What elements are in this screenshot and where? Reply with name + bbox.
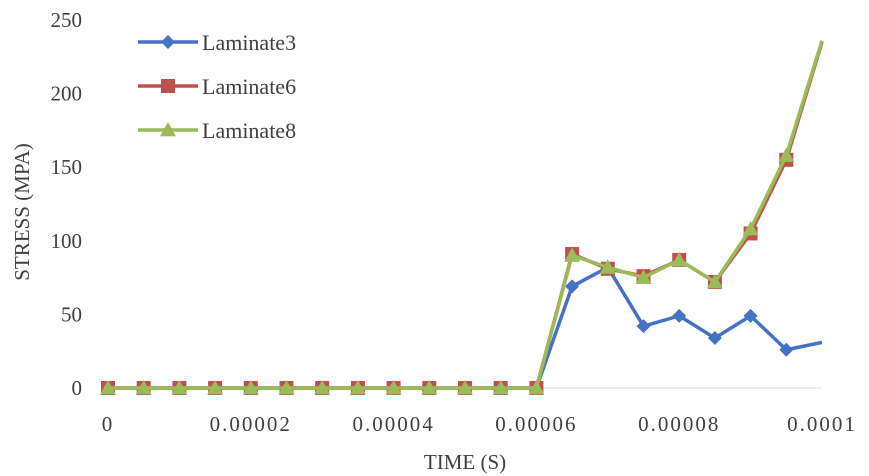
data-point	[492, 380, 509, 395]
legend-label: Laminate8	[202, 118, 296, 143]
x-axis-ticks: 0 0.00002 0.00004 0.00006 0.00008 0.0001	[102, 412, 857, 436]
legend: Laminate3 Laminate6 Laminate8	[138, 30, 296, 143]
data-point	[242, 380, 259, 395]
data-point	[207, 380, 224, 395]
data-point	[706, 274, 723, 289]
y-axis-ticks: 0 50 100 150 200 250	[51, 8, 83, 400]
legend-item: Laminate3	[138, 30, 296, 55]
y-tick-label: 250	[51, 8, 83, 32]
y-axis-title: STRESS (MPA)	[10, 143, 34, 281]
data-point	[636, 319, 651, 334]
legend-item: Laminate6	[138, 74, 296, 99]
legend-swatch-marker	[161, 35, 175, 49]
x-tick-label: 0.00004	[352, 412, 434, 436]
data-point	[278, 380, 295, 395]
data-point	[457, 380, 473, 395]
legend-label: Laminate6	[202, 74, 296, 99]
legend-item: Laminate8	[138, 118, 296, 143]
data-point	[564, 247, 581, 262]
data-point	[707, 330, 722, 345]
data-point	[671, 251, 688, 267]
data-point	[349, 380, 366, 395]
x-tick-label: 0.0001	[787, 412, 857, 436]
data-point	[528, 380, 545, 395]
series-laminate8	[100, 40, 824, 395]
data-point	[135, 380, 152, 395]
y-tick-label: 200	[51, 82, 83, 106]
data-point	[742, 221, 759, 236]
y-tick-label: 100	[51, 229, 83, 253]
y-tick-label: 0	[72, 376, 83, 400]
x-tick-label: 0.00002	[210, 412, 292, 436]
data-point	[100, 380, 116, 395]
data-point	[565, 279, 580, 294]
legend-swatch-marker	[161, 79, 175, 93]
data-point	[421, 380, 438, 395]
x-tick-label: 0	[102, 412, 115, 436]
series-layer	[100, 40, 824, 395]
data-point	[778, 147, 795, 162]
data-point	[171, 380, 188, 395]
data-point	[599, 259, 616, 274]
data-point	[385, 380, 402, 395]
data-point	[672, 308, 687, 323]
data-point	[779, 342, 794, 357]
x-axis-title: TIME (S)	[424, 450, 506, 474]
x-tick-label: 0.00008	[638, 412, 720, 436]
legend-label: Laminate3	[202, 30, 296, 55]
data-point	[743, 308, 758, 323]
data-point	[635, 269, 652, 284]
y-tick-label: 150	[51, 155, 83, 179]
legend-swatch-marker	[160, 122, 176, 137]
x-tick-label: 0.00006	[495, 412, 577, 436]
data-point	[314, 380, 331, 395]
y-tick-label: 50	[61, 302, 82, 326]
